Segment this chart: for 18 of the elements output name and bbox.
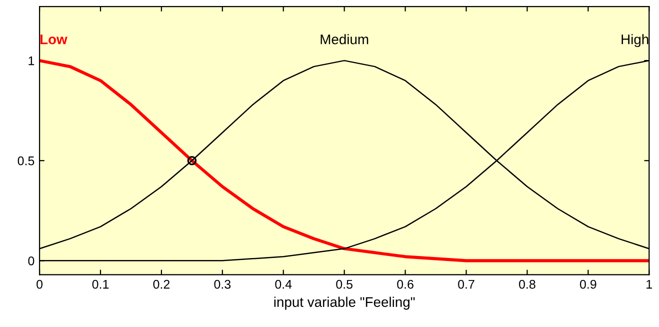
x-tick-label: 0.2 xyxy=(153,280,170,289)
x-tick-label: 0.4 xyxy=(275,280,292,289)
x-tick-label: 1 xyxy=(646,280,652,289)
x-tick-label: 0.5 xyxy=(336,280,352,289)
x-tick-label: 0.6 xyxy=(397,280,414,289)
series-label: Low xyxy=(40,34,68,44)
x-tick-label: 0 xyxy=(36,280,43,289)
y-tick-label: 0 xyxy=(28,256,34,266)
x-tick-label: 0.7 xyxy=(458,280,474,289)
y-tick-label: 0.5 xyxy=(18,156,34,166)
x-tick-label: 0.8 xyxy=(519,280,536,289)
x-tick-label: 0.9 xyxy=(580,280,596,289)
series-label: Medium xyxy=(320,34,368,44)
y-tick-label: 1 xyxy=(28,56,34,66)
x-tick-label: 0.3 xyxy=(214,280,231,289)
series-label: High xyxy=(622,34,648,48)
x-axis-title: input variable "Feeling" xyxy=(274,296,415,310)
x-tick-label: 0.1 xyxy=(92,280,109,289)
